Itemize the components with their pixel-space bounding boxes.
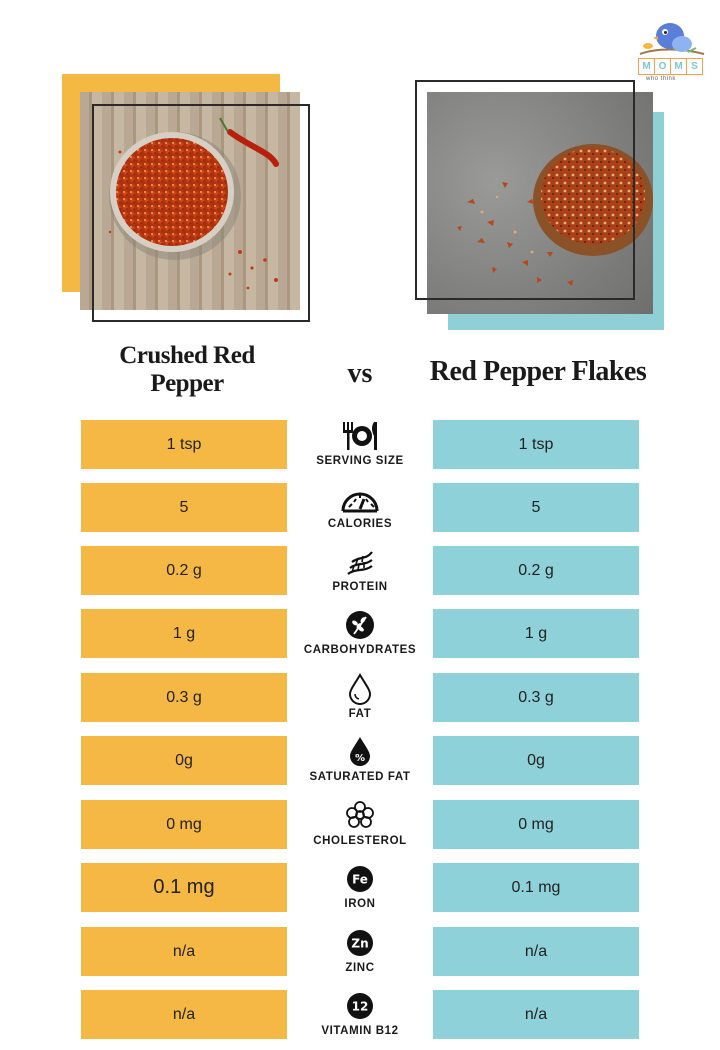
right-value: 5 <box>433 483 639 532</box>
right-value: 1 tsp <box>433 420 639 469</box>
nutrient-label-block: % SATURATED FAT <box>293 736 427 796</box>
left-value: n/a <box>81 927 287 976</box>
left-value: 0.3 g <box>81 673 287 722</box>
left-title-line: Crushed Red <box>119 342 255 369</box>
right-value: 0g <box>433 736 639 785</box>
comparison-row-cholesterol: 0 mg CHOLESTEROL 0 mg <box>0 800 720 850</box>
logo-letter: M <box>638 58 655 75</box>
molecule-icon <box>340 800 380 832</box>
right-value: 1 g <box>433 609 639 658</box>
left-value: n/a <box>81 990 287 1039</box>
right-value: n/a <box>433 927 639 976</box>
right-value: 0.2 g <box>433 546 639 595</box>
comparison-row-carbohydrates: 1 g CARBOHYDRATES 1 g <box>0 609 720 659</box>
nutrient-label: CHOLESTEROL <box>313 835 407 847</box>
logo-wordmark: M O M S <box>638 58 704 76</box>
left-value: 1 g <box>81 609 287 658</box>
logo-tagline: who think <box>646 76 676 82</box>
red-pepper-flakes-photo <box>427 92 653 314</box>
moms-who-think-logo: M O M S who think <box>632 10 710 86</box>
nutrient-label-block: FAT <box>293 673 427 733</box>
utensils-plate-icon <box>340 420 380 452</box>
zn-icon: Zn <box>340 927 380 959</box>
logo-letter: M <box>670 58 687 75</box>
nutrient-label: PROTEIN <box>332 581 388 593</box>
comparison-row-serving-size: 1 tsp SERVING SIZE 1 tsp <box>0 420 720 470</box>
nutrient-label-block: CHOLESTEROL <box>293 800 427 860</box>
nutrient-label-block: Zn ZINC <box>293 927 427 987</box>
drop-percent-icon: % <box>340 736 380 768</box>
wheat-icon <box>340 609 380 641</box>
comparison-row-iron: 0.1 mg Fe IRON 0.1 mg <box>0 863 720 913</box>
nutrient-label: IRON <box>344 898 376 910</box>
comparison-row-saturated-fat: 0g % SATURATED FAT 0g <box>0 736 720 786</box>
fe-icon: Fe <box>340 863 380 895</box>
logo-letter: O <box>654 58 671 75</box>
nutrient-label-block: CARBOHYDRATES <box>293 609 427 669</box>
left-value: 1 tsp <box>81 420 287 469</box>
right-photo-frame <box>415 80 635 300</box>
bird-logo-icon <box>639 23 705 55</box>
gauge-icon <box>340 483 380 515</box>
element-badge: Zn <box>351 937 368 951</box>
right-value: n/a <box>433 990 639 1039</box>
nutrient-label: SERVING SIZE <box>316 455 404 467</box>
left-value: 5 <box>81 483 287 532</box>
logo-letter: S <box>686 58 703 75</box>
nutrient-label-block: PROTEIN <box>293 546 427 606</box>
element-badge: 12 <box>352 1000 369 1014</box>
comparison-row-vitamin-b12: n/a 12 VITAMIN B12 n/a <box>0 990 720 1040</box>
comparison-row-calories: 5 CALORIES 5 <box>0 483 720 533</box>
nutrient-label: ZINC <box>345 962 375 974</box>
nutrient-label-block: SERVING SIZE <box>293 420 427 480</box>
comparison-row-zinc: n/a Zn ZINC n/a <box>0 927 720 977</box>
left-photo-frame <box>92 104 310 322</box>
left-value: 0g <box>81 736 287 785</box>
left-value: 0 mg <box>81 800 287 849</box>
comparison-row-protein: 0.2 g PROTEIN 0.2 g <box>0 546 720 596</box>
nutrient-label-block: Fe IRON <box>293 863 427 923</box>
nutrient-label: SATURATED FAT <box>309 771 411 783</box>
nutrient-label: FAT <box>348 708 372 720</box>
nutrient-label-block: CALORIES <box>293 483 427 543</box>
left-value: 0.1 mg <box>81 863 287 912</box>
b12-icon: 12 <box>340 990 380 1022</box>
drop-icon <box>340 673 380 705</box>
nutrient-label-block: 12 VITAMIN B12 <box>293 990 427 1050</box>
right-value: 0.1 mg <box>433 863 639 912</box>
left-value: 0.2 g <box>81 546 287 595</box>
crushed-red-pepper-photo <box>80 92 300 310</box>
right-value: 0.3 g <box>433 673 639 722</box>
nutrient-label: CALORIES <box>327 518 393 530</box>
left-title: Crushed Red Pepper <box>92 342 282 398</box>
right-value: 0 mg <box>433 800 639 849</box>
nutrient-label: CARBOHYDRATES <box>303 644 417 656</box>
left-title-line: Pepper <box>150 370 224 397</box>
dna-icon <box>340 546 380 578</box>
right-title: Red Pepper Flakes <box>429 356 647 387</box>
nutrient-label: VITAMIN B12 <box>321 1025 399 1037</box>
element-badge: Fe <box>352 873 368 887</box>
vs-label: vs <box>347 358 373 389</box>
comparison-row-fat: 0.3 g FAT 0.3 g <box>0 673 720 723</box>
svg-text:%: % <box>355 753 365 764</box>
